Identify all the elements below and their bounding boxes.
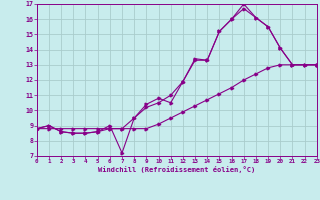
X-axis label: Windchill (Refroidissement éolien,°C): Windchill (Refroidissement éolien,°C) — [98, 166, 255, 173]
